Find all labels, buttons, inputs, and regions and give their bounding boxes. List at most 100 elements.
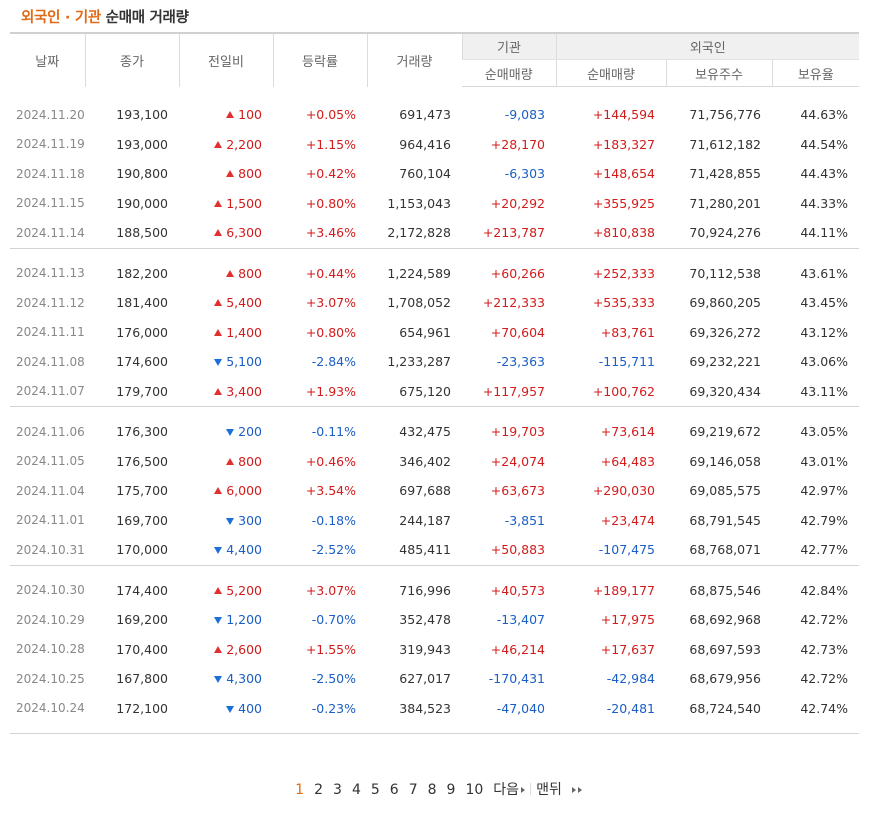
- close-cell: 174,600: [116, 354, 168, 370]
- foreign-net-cell: +183,327: [592, 136, 655, 152]
- inst-net-cell: -170,431: [488, 671, 545, 687]
- table-row: 2024.11.18 190,800 800 +0.42% 760,104 -6,303 +…: [10, 159, 859, 189]
- foreign-shares-cell: 68,724,540: [689, 700, 761, 716]
- page-link-4[interactable]: 4: [351, 782, 361, 798]
- change-value: 300: [238, 512, 262, 528]
- foreign-net-cell: -20,481: [606, 700, 655, 716]
- rate-cell: -2.50%: [311, 671, 356, 687]
- table-row: 2024.11.08 174,600 5,100 -2.84% 1,233,287 -23…: [10, 347, 859, 377]
- change-value: 2,600: [226, 641, 262, 657]
- close-cell: 181,400: [116, 295, 168, 311]
- close-cell: 170,000: [116, 542, 168, 558]
- foreign-shares-cell: 68,875,546: [689, 582, 761, 598]
- inst-net-cell: -23,363: [496, 354, 545, 370]
- rate-cell: +1.55%: [305, 641, 356, 657]
- page-link-5[interactable]: 5: [370, 782, 380, 798]
- change-value: 400: [238, 700, 262, 716]
- inst-net-cell: +46,214: [490, 641, 545, 657]
- foreign-net-cell: +189,177: [592, 582, 655, 598]
- page-link-2[interactable]: 2: [314, 782, 324, 798]
- down-arrow-icon: [226, 705, 235, 713]
- foreign-net-cell: +252,333: [592, 265, 655, 281]
- table-row: 2024.11.20 193,100 100 +0.05% 691,473 -9,083 +…: [10, 100, 859, 130]
- header-change: 전일비: [178, 33, 273, 87]
- foreign-shares-cell: 69,326,272: [689, 324, 761, 340]
- close-cell: 174,400: [116, 582, 168, 598]
- change-cell: 2,200: [179, 130, 273, 160]
- up-arrow-icon: [226, 269, 235, 277]
- table-row: 2024.11.05 176,500 800 +0.46% 346,402 +24,074…: [10, 447, 859, 477]
- table-row: 2024.11.04 175,700 6,000 +3.54% 697,688 +63,6…: [10, 476, 859, 506]
- header-volume: 거래량: [366, 33, 462, 87]
- up-arrow-icon: [214, 586, 223, 594]
- foreign-shares-cell: 68,697,593: [689, 641, 761, 657]
- next-page-link[interactable]: 다음: [488, 779, 530, 799]
- header-row-top: 날짜 종가 전일비 등락률 거래량 기관 외국인: [10, 33, 860, 87]
- volume-cell: 1,224,589: [387, 265, 451, 281]
- page-link-7[interactable]: 7: [408, 782, 418, 798]
- volume-cell: 346,402: [399, 453, 451, 469]
- page-link-8[interactable]: 8: [427, 782, 437, 798]
- volume-cell: 691,473: [399, 107, 451, 123]
- last-page-link[interactable]: 맨뒤: [531, 779, 587, 799]
- inst-net-cell: -13,407: [496, 612, 545, 628]
- change-value: 5,100: [226, 354, 262, 370]
- page-link-1[interactable]: 1: [295, 782, 305, 798]
- foreign-ratio-cell: 43.01%: [800, 453, 849, 469]
- close-cell: 193,100: [116, 107, 168, 123]
- header-foreign-shares: 보유주수: [665, 59, 772, 87]
- foreign-ratio-cell: 44.43%: [800, 166, 849, 182]
- up-arrow-icon: [214, 299, 223, 307]
- rate-cell: -2.84%: [311, 354, 356, 370]
- volume-cell: 964,416: [399, 136, 451, 152]
- table-row: 2024.11.01 169,700 300 -0.18% 244,187 -3,851 +…: [10, 506, 859, 536]
- page-link-9[interactable]: 9: [446, 782, 456, 798]
- volume-cell: 352,478: [399, 612, 451, 628]
- foreign-shares-cell: 69,320,434: [689, 383, 761, 399]
- up-arrow-icon: [226, 111, 235, 119]
- close-cell: 167,800: [116, 671, 168, 687]
- volume-cell: 432,475: [399, 424, 451, 440]
- up-arrow-icon: [214, 328, 223, 336]
- foreign-net-cell: +64,483: [600, 453, 655, 469]
- down-arrow-icon: [214, 617, 223, 625]
- date-cell: 2024.10.28: [16, 642, 85, 657]
- foreign-shares-cell: 70,112,538: [689, 265, 761, 281]
- foreign-shares-cell: 68,768,071: [689, 542, 761, 558]
- page-link-3[interactable]: 3: [333, 782, 342, 798]
- change-cell: 800: [179, 259, 273, 289]
- page-link-10[interactable]: 10: [465, 782, 484, 798]
- row-spacer: [10, 247, 860, 259]
- foreign-ratio-cell: 42.79%: [800, 512, 849, 528]
- foreign-shares-cell: 71,280,201: [689, 195, 761, 211]
- change-cell: 400: [179, 694, 273, 724]
- rate-cell: -2.52%: [311, 542, 356, 558]
- rate-cell: +0.80%: [305, 324, 356, 340]
- rate-cell: -0.18%: [311, 512, 356, 528]
- foreign-shares-cell: 68,791,545: [689, 512, 761, 528]
- foreign-shares-cell: 70,924,276: [689, 225, 761, 241]
- foreign-net-cell: -107,475: [598, 542, 655, 558]
- volume-cell: 654,961: [399, 324, 451, 340]
- close-cell: 172,100: [116, 700, 168, 716]
- last-arrow-icon: [571, 787, 576, 793]
- table-row: 2024.10.30 174,400 5,200 +3.07% 716,996 +40,5…: [10, 576, 859, 606]
- header-close: 종가: [84, 33, 179, 87]
- panel-title: 외국인 · 기관 순매매 거래량: [21, 6, 189, 27]
- change-cell: 1,500: [179, 189, 273, 219]
- row-spacer: [10, 87, 859, 101]
- date-cell: 2024.11.19: [16, 137, 85, 152]
- up-arrow-icon: [226, 170, 235, 178]
- change-value: 6,300: [226, 225, 262, 241]
- change-value: 4,300: [226, 671, 262, 687]
- rate-cell: +0.44%: [305, 265, 356, 281]
- volume-cell: 760,104: [399, 166, 451, 182]
- table-row: 2024.10.24 172,100 400 -0.23% 384,523 -47,040…: [10, 694, 859, 724]
- page-link-6[interactable]: 6: [389, 782, 399, 798]
- foreign-shares-cell: 69,860,205: [689, 295, 761, 311]
- close-cell: 188,500: [116, 225, 168, 241]
- header-institution: 기관: [461, 33, 556, 60]
- foreign-ratio-cell: 42.84%: [800, 582, 849, 598]
- rate-cell: +0.46%: [305, 453, 356, 469]
- volume-cell: 1,708,052: [387, 295, 451, 311]
